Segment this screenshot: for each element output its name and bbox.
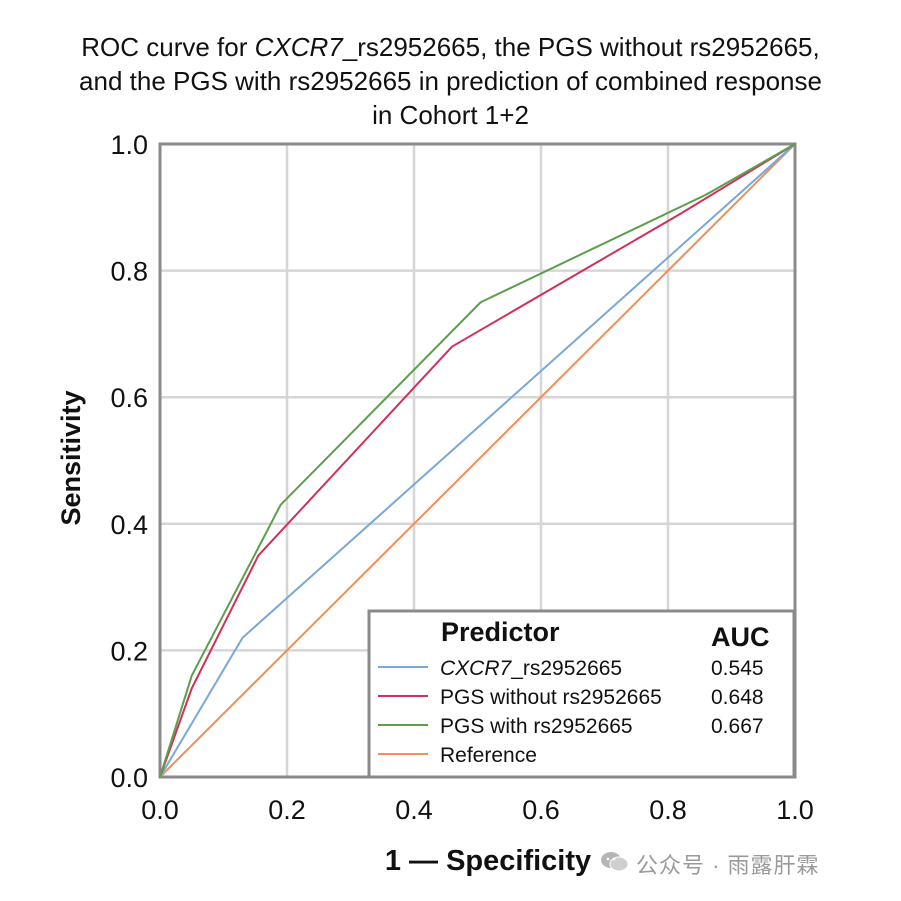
title-line-1: ROC curve for CXCR7_rs2952665, the PGS w…: [0, 30, 901, 64]
series-line-0: [159, 143, 796, 778]
title-italic-gene: CXCR7: [254, 32, 343, 62]
title-suffix: _rs2952665, the PGS without rs2952665,: [342, 32, 820, 62]
x-tick-label: 0.4: [395, 795, 433, 825]
legend-label: PGS with rs2952665: [440, 715, 633, 738]
y-tick-label: 0.4: [110, 510, 148, 540]
legend-label: Reference: [440, 744, 537, 767]
x-tick-label: 0.6: [522, 795, 560, 825]
x-tick-label: 0.8: [649, 795, 687, 825]
watermark-text: 公众号 · 雨露肝霖: [636, 853, 820, 878]
legend-auc-value: 0.667: [711, 715, 764, 738]
x-axis-label: 1 — Specificity: [385, 845, 591, 877]
y-tick-label: 1.0: [110, 130, 148, 160]
series-line-3: [159, 143, 796, 778]
legend-auc-value: 0.648: [711, 686, 764, 709]
title-line-3: in Cohort 1+2: [372, 100, 529, 130]
y-tick-label: 0.2: [110, 636, 148, 666]
title-prefix: ROC curve for: [81, 32, 255, 62]
x-tick-label: 0.0: [141, 795, 179, 825]
y-tick-label: 0.6: [110, 383, 148, 413]
legend-box: [367, 609, 796, 779]
tick-labels: 0.0 0.2 0.4 0.6 0.8 1.0 0.0 0.2 0.4 0.6 0.8 1.0: [110, 130, 813, 825]
y-tick-label: 0.0: [110, 763, 148, 793]
y-axis-label: Sensitivity: [56, 390, 86, 525]
legend-auc-value: 0.545: [711, 657, 764, 680]
series-line-2: [159, 143, 796, 778]
legend-label: CXCR7_rs2952665: [440, 657, 622, 680]
legend: Predictor AUC CXCR7_rs2952665 0.545 PGS with…: [367, 609, 796, 779]
title-line-2: and the PGS with rs2952665 in prediction…: [79, 66, 822, 96]
legend-title: Predictor: [441, 617, 560, 647]
x-tick-label: 0.2: [268, 795, 306, 825]
series-layer: [159, 143, 796, 778]
chart-title: ROC curve for CXCR7_rs2952665, the PGS w…: [0, 30, 901, 132]
x-tick-label: 1.0: [776, 795, 814, 825]
series-line-1: [159, 143, 796, 778]
y-tick-label: 0.8: [110, 257, 148, 287]
legend-label: PGS without rs2952665: [440, 686, 662, 709]
wechat-icon: [601, 852, 629, 872]
legend-auc-header: AUC: [711, 622, 770, 652]
